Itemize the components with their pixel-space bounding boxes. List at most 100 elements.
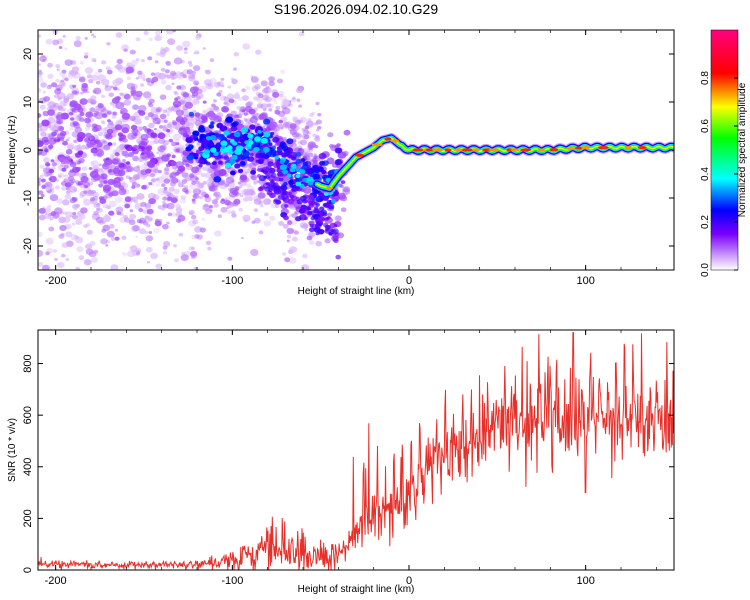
spectrogram-cell — [124, 204, 130, 209]
spectrogram-cell — [290, 168, 295, 173]
spectrogram-cell — [156, 264, 163, 270]
spectrogram-cell — [92, 123, 98, 128]
spectrogram-cell — [315, 102, 319, 105]
spectrogram-cell — [141, 59, 145, 62]
spectrogram-cell — [131, 86, 136, 90]
spectrogram-cell — [86, 133, 92, 138]
spectrogram-cell — [193, 153, 199, 158]
spectrogram-cell — [59, 225, 66, 231]
spectrogram-cell — [191, 167, 199, 174]
spectrogram-cell — [221, 78, 225, 81]
spectrogram-cell — [250, 174, 257, 180]
spectrogram-cell — [227, 257, 232, 261]
spectrogram-cell — [342, 151, 349, 156]
spectrogram-cell — [305, 126, 310, 130]
spectrogram-cell — [314, 168, 320, 173]
spectrogram-cell — [176, 85, 181, 89]
spectrogram-cell — [99, 168, 103, 171]
spectrogram-cell — [302, 178, 307, 182]
spectrogram-cell — [127, 76, 132, 80]
spectrogram-cell — [249, 109, 256, 115]
spectrogram-cell — [267, 103, 271, 107]
spectrogram-cell — [59, 80, 65, 85]
spectrogram-cell — [170, 71, 176, 76]
spectrogram-cell — [126, 67, 134, 74]
spectrogram-cell — [164, 73, 168, 77]
spectrogram-cell — [238, 208, 243, 212]
spectrogram-cell — [107, 70, 113, 75]
spectrogram-cell — [244, 189, 252, 196]
spectrogram-cell — [314, 145, 318, 148]
spectrogram-cell — [252, 221, 256, 224]
spectrogram-cell — [218, 214, 222, 218]
spectrogram-cell — [210, 58, 215, 62]
spectrogram-cell — [259, 230, 264, 234]
spectrogram-cell — [214, 230, 221, 236]
spectrogram-cell — [157, 146, 165, 153]
spectrogram-peak — [444, 148, 451, 151]
spectrogram-cell — [46, 39, 53, 45]
spectrogram-cell — [209, 124, 215, 129]
spectrogram-cell — [280, 70, 285, 74]
spectrogram-cell — [65, 194, 71, 199]
spectrogram-cell — [189, 210, 195, 215]
spectrogram-cell — [199, 164, 203, 168]
spectrogram-cell — [289, 257, 297, 264]
spectrogram-cell — [289, 246, 297, 253]
spectrogram-cell — [296, 87, 303, 93]
spectrogram-cell — [101, 120, 105, 123]
spectrogram-cell — [274, 188, 281, 194]
spectrogram-cell — [102, 204, 108, 209]
spectrogram-cell — [57, 262, 65, 268]
spectrogram-cell — [166, 62, 171, 66]
spectrogram-cell — [270, 132, 274, 135]
spectrogram-cell — [174, 258, 179, 262]
spectrogram-cell — [186, 155, 193, 161]
spectrogram-cell — [254, 136, 260, 141]
spectrogram-cell — [257, 99, 263, 104]
spectrogram-cell — [136, 252, 140, 256]
spectrogram-cell — [292, 116, 297, 120]
spectrogram-cell — [269, 216, 275, 221]
spectrogram-cell — [192, 199, 196, 202]
spectrogram-cell — [114, 65, 118, 68]
spectrogram-cell — [254, 208, 259, 212]
spectrogram-cell — [123, 151, 128, 155]
spectrogram-cell — [234, 163, 240, 168]
spectrogram-cell — [304, 228, 307, 231]
spectrogram-cell — [325, 238, 331, 243]
spectrogram-cell — [171, 161, 177, 166]
spectrogram-cell — [96, 217, 104, 224]
spectrogram-cell — [131, 185, 135, 188]
spectrogram-cell — [94, 72, 100, 77]
spectrogram-cell — [232, 190, 239, 195]
spectrogram-cell — [292, 97, 296, 100]
spectrogram-cell — [207, 247, 212, 251]
spectrogram-cell — [145, 231, 149, 234]
spectrogram-cell — [204, 160, 208, 163]
spectrogram-cell — [102, 140, 106, 144]
spectrogram-cell — [142, 126, 147, 130]
spectrogram-cell — [169, 139, 173, 143]
spectrogram-cell — [335, 159, 342, 165]
spectrogram-cell — [97, 142, 103, 147]
spectrogram-cell — [184, 48, 188, 51]
spectrogram-cell — [261, 169, 265, 172]
spectrogram-cell — [56, 115, 62, 120]
y-tick-label: 400 — [22, 458, 34, 476]
spectrogram-cell — [112, 97, 120, 103]
spectrogram-cell — [258, 187, 263, 191]
spectrogram-peak — [511, 148, 520, 151]
spectrogram-cell — [163, 110, 167, 114]
spectrogram-cell — [307, 236, 313, 241]
spectrogram-cell — [263, 108, 266, 111]
spectrogram-cell — [54, 89, 61, 95]
spectrogram-cell — [199, 196, 203, 200]
spectrogram-cell — [118, 132, 123, 136]
spectrogram-cell — [210, 209, 213, 211]
spectrogram-peak — [326, 187, 333, 190]
spectrogram-cell — [93, 35, 96, 38]
spectrogram-cell — [280, 164, 287, 170]
spectrogram-cell — [195, 35, 201, 40]
spectrogram-cell — [133, 166, 140, 172]
